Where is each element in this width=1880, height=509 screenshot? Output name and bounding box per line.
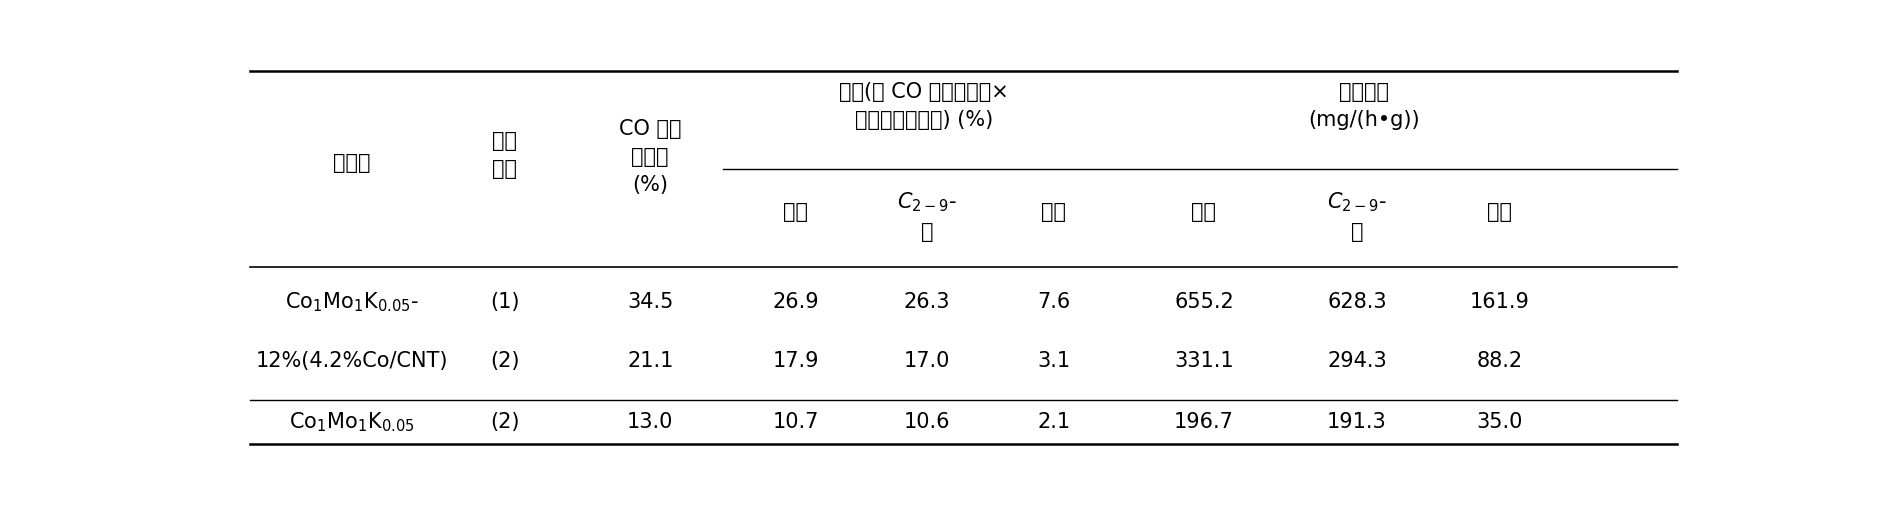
Text: 21.1: 21.1 xyxy=(628,351,673,371)
Text: 时空产率
(mg/(h•g)): 时空产率 (mg/(h•g)) xyxy=(1308,82,1419,130)
Text: (2): (2) xyxy=(491,351,519,371)
Text: Co$_1$Mo$_1$K$_{0.05}$-: Co$_1$Mo$_1$K$_{0.05}$- xyxy=(284,290,419,314)
Text: (1): (1) xyxy=(491,292,519,312)
Text: 34.5: 34.5 xyxy=(628,292,673,312)
Text: 196.7: 196.7 xyxy=(1173,412,1233,433)
Text: 收率(即 CO 加氢转化率×
相关产物选择性) (%): 收率(即 CO 加氢转化率× 相关产物选择性) (%) xyxy=(838,82,1010,130)
Text: 2.1: 2.1 xyxy=(1038,412,1070,433)
Text: CO 加氢
转化率
(%): CO 加氢 转化率 (%) xyxy=(619,119,681,195)
Text: 总烃: 总烃 xyxy=(1042,202,1066,222)
Text: 12%(4.2%Co/CNT): 12%(4.2%Co/CNT) xyxy=(256,351,447,371)
Text: 26.9: 26.9 xyxy=(773,292,820,312)
Text: 总醇: 总醇 xyxy=(1192,202,1216,222)
Text: 7.6: 7.6 xyxy=(1038,292,1070,312)
Text: (2): (2) xyxy=(491,412,519,433)
Text: 331.1: 331.1 xyxy=(1175,351,1233,371)
Text: $C_{2-9}$-
醇: $C_{2-9}$- 醇 xyxy=(1327,190,1387,242)
Text: 总烃: 总烃 xyxy=(1487,202,1512,222)
Text: 10.6: 10.6 xyxy=(904,412,949,433)
Text: 88.2: 88.2 xyxy=(1476,351,1523,371)
Text: 13.0: 13.0 xyxy=(628,412,673,433)
Text: 35.0: 35.0 xyxy=(1476,412,1523,433)
Text: 628.3: 628.3 xyxy=(1327,292,1387,312)
Text: 161.9: 161.9 xyxy=(1470,292,1530,312)
Text: 3.1: 3.1 xyxy=(1038,351,1070,371)
Text: 总醇: 总醇 xyxy=(784,202,808,222)
Text: $C_{2-9}$-
醇: $C_{2-9}$- 醇 xyxy=(897,190,957,242)
Text: 催化剂: 催化剂 xyxy=(333,153,370,173)
Text: Co$_1$Mo$_1$K$_{0.05}$: Co$_1$Mo$_1$K$_{0.05}$ xyxy=(290,411,414,434)
Text: 655.2: 655.2 xyxy=(1173,292,1233,312)
Text: 26.3: 26.3 xyxy=(904,292,949,312)
Text: 17.9: 17.9 xyxy=(773,351,820,371)
Text: 反应
条件: 反应 条件 xyxy=(493,131,517,179)
Text: 191.3: 191.3 xyxy=(1327,412,1387,433)
Text: 17.0: 17.0 xyxy=(904,351,949,371)
Text: 294.3: 294.3 xyxy=(1327,351,1387,371)
Text: 10.7: 10.7 xyxy=(773,412,820,433)
